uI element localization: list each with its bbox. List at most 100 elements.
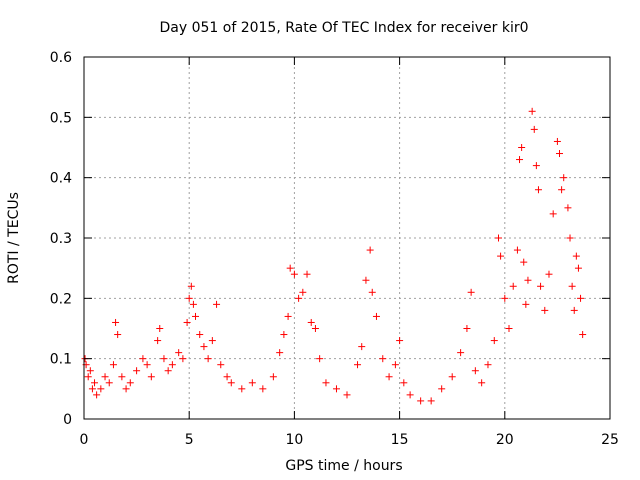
data-point — [139, 355, 147, 363]
data-point — [516, 156, 524, 164]
data-point — [457, 349, 465, 357]
data-point — [467, 288, 475, 296]
data-point — [196, 331, 204, 339]
data-point — [362, 276, 370, 284]
data-point — [160, 355, 168, 363]
y-tick-label: 0.5 — [50, 110, 72, 126]
data-point — [400, 379, 408, 387]
data-point — [522, 300, 530, 308]
data-point — [534, 186, 542, 194]
data-point — [133, 367, 141, 375]
data-point — [391, 361, 399, 369]
data-point — [143, 361, 151, 369]
data-point — [105, 379, 113, 387]
data-point — [379, 355, 387, 363]
data-point — [332, 385, 340, 393]
data-point — [101, 373, 109, 381]
data-point — [566, 234, 574, 242]
data-point — [192, 312, 200, 320]
data-point — [88, 385, 96, 393]
data-point — [204, 355, 212, 363]
data-point — [208, 337, 216, 345]
data-point — [185, 294, 193, 302]
x-tick-label: 20 — [496, 432, 514, 448]
data-point — [295, 294, 303, 302]
data-point — [553, 137, 561, 145]
grid-lines — [84, 57, 610, 419]
data-point — [501, 294, 509, 302]
data-point — [572, 252, 580, 260]
data-point — [577, 294, 585, 302]
data-point — [175, 349, 183, 357]
data-point — [213, 300, 221, 308]
data-point — [322, 379, 330, 387]
data-point — [509, 282, 517, 290]
data-point — [520, 258, 528, 266]
data-point — [126, 379, 134, 387]
data-point — [471, 367, 479, 375]
y-axis-label: ROTI / TECUs — [6, 192, 22, 284]
data-point — [366, 246, 374, 254]
data-point — [568, 282, 576, 290]
y-tick-label: 0.3 — [50, 231, 72, 247]
data-point — [558, 186, 566, 194]
data-point — [537, 282, 545, 290]
data-point — [427, 397, 435, 405]
data-point — [290, 270, 298, 278]
data-point — [84, 373, 92, 381]
data-point — [343, 391, 351, 399]
data-point — [524, 276, 532, 284]
data-point — [541, 306, 549, 314]
data-point — [248, 379, 256, 387]
data-point — [368, 288, 376, 296]
data-point — [307, 318, 315, 326]
data-points — [81, 107, 587, 405]
data-point — [164, 367, 172, 375]
y-tick-label: 0.6 — [50, 50, 72, 66]
data-point — [223, 373, 231, 381]
data-point — [532, 162, 540, 170]
data-point — [303, 270, 311, 278]
data-point — [579, 331, 587, 339]
data-point — [86, 367, 94, 375]
data-point — [114, 331, 122, 339]
data-point — [497, 252, 505, 260]
data-point — [556, 150, 564, 158]
data-point — [560, 174, 568, 182]
data-point — [238, 385, 246, 393]
chart-title: Day 051 of 2015, Rate Of TEC Index for r… — [159, 20, 528, 36]
data-point — [438, 385, 446, 393]
data-point — [513, 246, 521, 254]
data-point — [478, 379, 486, 387]
data-point — [417, 397, 425, 405]
data-point — [118, 373, 126, 381]
data-point — [406, 391, 414, 399]
data-point — [200, 343, 208, 351]
data-point — [286, 264, 294, 272]
data-point — [284, 312, 292, 320]
data-point — [448, 373, 456, 381]
data-point — [505, 325, 513, 332]
data-point — [93, 391, 101, 399]
data-point — [189, 300, 197, 308]
data-point — [490, 337, 498, 345]
data-point — [574, 264, 582, 272]
data-point — [316, 355, 324, 363]
axis-ticks: 0 0.1 0.2 0.3 0.4 0.5 0.6 0 5 10 15 20 25 — [50, 50, 619, 448]
x-tick-label: 0 — [80, 432, 89, 448]
data-point — [91, 379, 99, 387]
y-tick-label: 0.4 — [50, 171, 72, 187]
data-point — [156, 325, 164, 332]
data-point — [396, 337, 404, 345]
data-point — [545, 270, 553, 278]
data-point — [358, 343, 366, 351]
x-tick-label: 25 — [601, 432, 619, 448]
data-point — [187, 282, 195, 290]
data-point — [311, 325, 319, 332]
data-point — [518, 144, 526, 151]
y-tick-label: 0 — [63, 412, 72, 428]
data-point — [183, 318, 191, 326]
data-point — [494, 234, 502, 242]
data-point — [299, 288, 307, 296]
data-point — [259, 385, 267, 393]
